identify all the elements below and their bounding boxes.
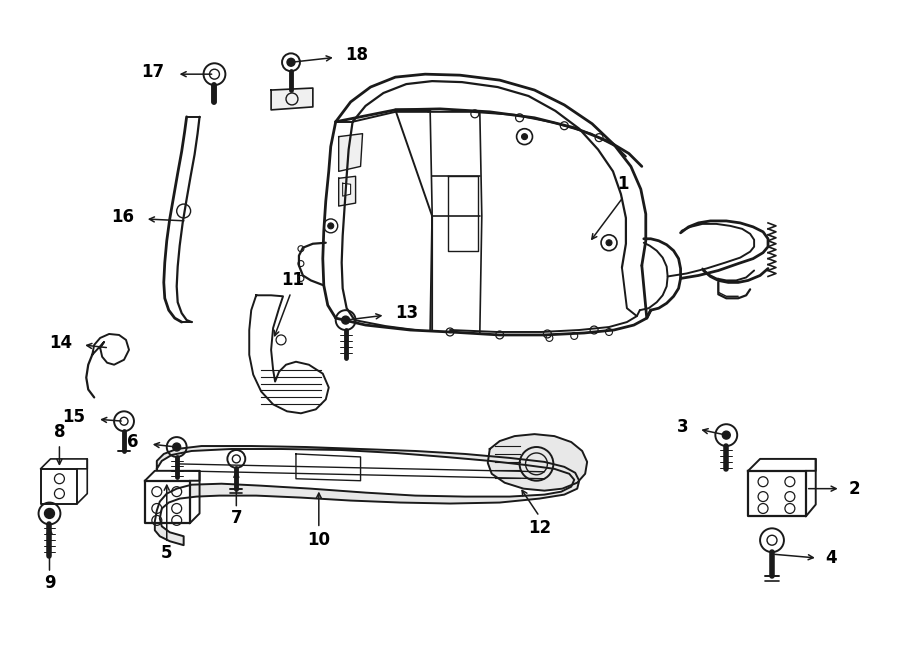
Text: 7: 7 bbox=[230, 510, 242, 527]
Polygon shape bbox=[448, 176, 478, 251]
Text: 18: 18 bbox=[346, 46, 369, 64]
Circle shape bbox=[287, 58, 295, 66]
Circle shape bbox=[44, 508, 55, 518]
Text: 1: 1 bbox=[617, 175, 629, 193]
Text: 5: 5 bbox=[161, 544, 173, 562]
Text: 14: 14 bbox=[50, 334, 72, 352]
Text: 12: 12 bbox=[528, 520, 551, 537]
Text: 15: 15 bbox=[62, 408, 86, 426]
Text: 9: 9 bbox=[44, 574, 55, 592]
Text: 4: 4 bbox=[825, 549, 837, 567]
Polygon shape bbox=[249, 295, 328, 413]
Text: 13: 13 bbox=[395, 304, 419, 322]
Text: 16: 16 bbox=[111, 208, 134, 226]
Circle shape bbox=[522, 134, 527, 139]
Text: 8: 8 bbox=[54, 423, 65, 441]
Text: 10: 10 bbox=[307, 531, 330, 549]
Polygon shape bbox=[748, 471, 806, 516]
Polygon shape bbox=[338, 176, 356, 206]
Circle shape bbox=[173, 443, 181, 451]
Polygon shape bbox=[271, 88, 313, 110]
Text: 3: 3 bbox=[677, 418, 688, 436]
Polygon shape bbox=[40, 469, 77, 504]
Polygon shape bbox=[155, 446, 580, 545]
Polygon shape bbox=[145, 481, 190, 524]
Text: 11: 11 bbox=[282, 272, 304, 290]
Polygon shape bbox=[338, 134, 363, 171]
Circle shape bbox=[342, 316, 349, 324]
Polygon shape bbox=[296, 454, 361, 481]
Text: 2: 2 bbox=[849, 480, 860, 498]
Text: 17: 17 bbox=[141, 63, 165, 81]
Polygon shape bbox=[92, 334, 129, 365]
Text: 6: 6 bbox=[128, 433, 139, 451]
Polygon shape bbox=[343, 183, 351, 196]
Circle shape bbox=[606, 240, 612, 246]
Polygon shape bbox=[488, 434, 587, 490]
Circle shape bbox=[723, 431, 730, 439]
Circle shape bbox=[328, 223, 334, 229]
